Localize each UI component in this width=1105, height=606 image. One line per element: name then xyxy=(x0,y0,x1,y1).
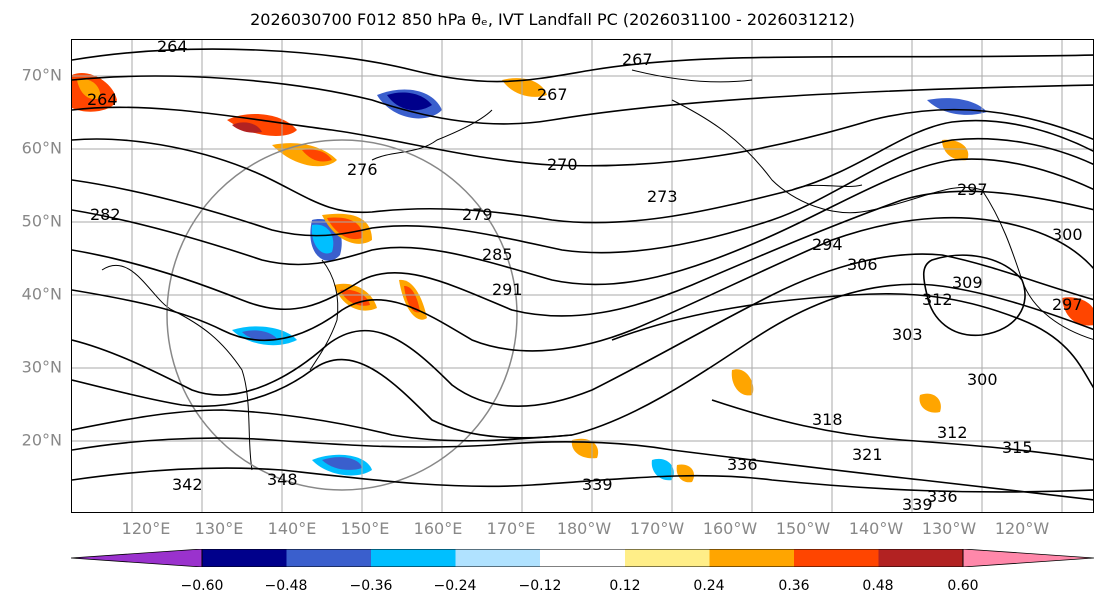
colorbar-segment xyxy=(794,549,879,567)
colorbar-segment xyxy=(286,549,371,567)
colorbar-tick: −0.12 xyxy=(518,578,562,594)
contour-label: 312 xyxy=(937,423,968,442)
colorbar-tick: −0.60 xyxy=(180,578,224,594)
colorbar-tick: −0.48 xyxy=(264,578,308,594)
colorbar-tick: 0.60 xyxy=(947,578,979,594)
colorbar-segment xyxy=(371,549,456,567)
colorbar-tick: 0.36 xyxy=(778,578,810,594)
lon-label: 160°E xyxy=(413,519,463,538)
contour-label: 285 xyxy=(482,245,513,264)
colorbar-tick: −0.24 xyxy=(433,578,477,594)
lon-label: 170°W xyxy=(629,519,685,538)
colorbar xyxy=(71,549,1094,567)
colorbar-tick: 0.12 xyxy=(609,578,641,594)
contour-label: 321 xyxy=(852,445,883,464)
lon-label: 130°W xyxy=(921,519,977,538)
colorbar-frame xyxy=(201,549,964,567)
lat-label: 30°N xyxy=(21,357,62,377)
lon-label: 170°E xyxy=(486,519,536,538)
lon-label: 130°E xyxy=(194,519,244,538)
colorbar-segment xyxy=(962,549,1094,567)
lon-label: 180°W xyxy=(556,519,612,538)
lat-label: 50°N xyxy=(21,211,62,231)
lon-label: 120°E xyxy=(121,519,171,538)
colorbar-segment xyxy=(878,549,963,567)
contour-label: 297 xyxy=(1052,295,1083,314)
contour-label: 282 xyxy=(90,205,121,224)
contour-label: 300 xyxy=(967,370,998,389)
contour-label: 315 xyxy=(1002,438,1033,457)
contour-label: 318 xyxy=(812,410,843,429)
contour-label: 339 xyxy=(902,495,933,513)
colorbar-tick: 0.24 xyxy=(693,578,725,594)
map-panel: 267 267 270 273 279 285 291 294 297 300 … xyxy=(71,39,1094,513)
lon-label: 160°W xyxy=(702,519,758,538)
colorbar-segment xyxy=(709,549,794,567)
theta-e-contours xyxy=(72,48,1093,501)
contour-label: 297 xyxy=(957,180,988,199)
lon-label: 120°W xyxy=(994,519,1050,538)
lon-label: 150°E xyxy=(340,519,390,538)
contour-label: 342 xyxy=(172,475,203,494)
contour-label: 303 xyxy=(892,325,923,344)
contour-label: 300 xyxy=(1052,225,1083,244)
colorbar-tick: −0.36 xyxy=(349,578,393,594)
contour-label: 291 xyxy=(492,280,523,299)
contour-label: 276 xyxy=(347,160,378,179)
contour-label: 264 xyxy=(87,90,118,109)
lon-label: 140°E xyxy=(267,519,317,538)
contour-label: 309 xyxy=(952,273,983,292)
contour-label-group: 267 267 270 273 279 285 291 294 297 300 … xyxy=(87,40,1083,513)
colorbar-segment xyxy=(625,549,710,567)
range-circle xyxy=(166,139,518,491)
lat-label: 20°N xyxy=(21,430,62,450)
contour-label: 267 xyxy=(622,50,653,69)
colorbar-tick: 0.48 xyxy=(862,578,894,594)
contour-label: 336 xyxy=(927,487,958,506)
lat-label: 40°N xyxy=(21,284,62,304)
graticule xyxy=(72,40,1093,512)
contour-label: 279 xyxy=(462,205,493,224)
lat-label: 70°N xyxy=(21,65,62,85)
contour-label: 312 xyxy=(922,290,953,309)
contour-label: 336 xyxy=(727,455,758,474)
contour-label: 267 xyxy=(537,85,568,104)
contour-label: 339 xyxy=(582,475,613,494)
contour-label: 270 xyxy=(547,155,578,174)
contour-label: 306 xyxy=(847,255,878,274)
lon-label: 140°W xyxy=(848,519,904,538)
colorbar-segment xyxy=(455,549,540,567)
colorbar-segment xyxy=(71,549,203,567)
contour-label: 264 xyxy=(157,40,188,56)
lat-label: 60°N xyxy=(21,138,62,158)
contour-label: 273 xyxy=(647,187,678,206)
map-plot: 267 267 270 273 279 285 291 294 297 300 … xyxy=(72,40,1093,513)
shading-layer xyxy=(72,72,1093,483)
colorbar-segment xyxy=(540,549,625,567)
contour-label: 348 xyxy=(267,470,298,489)
lon-label: 150°W xyxy=(775,519,831,538)
map-title: 2026030700 F012 850 hPa θₑ, IVT Landfall… xyxy=(250,10,855,29)
colorbar-segment xyxy=(202,549,287,567)
contour-label: 294 xyxy=(812,235,843,254)
